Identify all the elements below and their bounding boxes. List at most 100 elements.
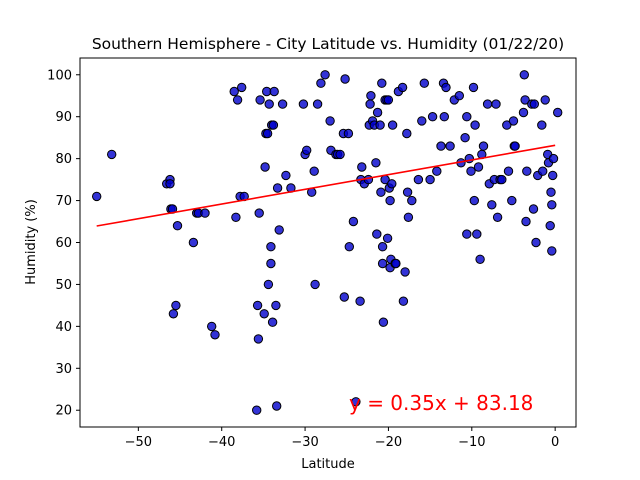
data-point [519,70,529,80]
data-point [548,153,559,164]
data-point [268,120,279,130]
data-point [232,95,243,105]
data-point [357,162,367,172]
data-point [403,212,414,223]
data-point [237,82,247,93]
data-point [441,82,451,93]
y-tick-label: 50 [55,278,72,293]
x-tick-label: 0 [551,435,559,450]
data-point [507,195,517,206]
data-point [229,86,239,97]
regression-equation: y = 0.35x + 83.18 [349,391,533,415]
data-point [521,216,531,227]
data-point [378,317,389,327]
data-point [171,300,181,311]
data-point [252,405,262,415]
y-tick-label: 80 [55,152,72,167]
data-point [165,179,175,189]
data-point [372,107,383,118]
data-point [271,300,281,311]
data-point [266,258,276,269]
data-point [546,187,556,197]
data-point [548,170,558,181]
data-point [547,200,557,210]
data-point [478,141,489,151]
data-point [538,166,548,176]
data-point [432,166,442,176]
data-point [492,212,503,223]
data-point [502,120,512,130]
x-axis-label: Latitude [301,457,355,472]
data-point [468,82,479,93]
data-point [508,116,519,126]
x-tick-label: −40 [208,435,235,450]
data-point [400,267,410,277]
data-point [377,258,388,269]
data-point [259,309,269,319]
data-point [383,95,394,105]
data-point [107,149,117,160]
data-point [445,141,455,151]
data-point [372,229,382,239]
data-point [200,208,210,218]
data-point [335,149,345,160]
data-point [469,195,479,206]
data-point [254,208,264,218]
data-point [272,183,283,193]
data-point [371,158,381,168]
data-point [252,300,263,311]
points-layer [92,70,563,415]
data-point [172,221,183,231]
plot-frame [79,57,577,428]
data-point [343,128,354,139]
data-point [454,91,464,101]
data-point [417,116,427,126]
data-point [274,225,284,235]
y-tick-label: 70 [55,194,72,209]
data-point [439,112,449,122]
y-tick-label: 90 [55,110,72,125]
data-point [397,82,408,93]
data-point [344,242,354,252]
data-point [547,246,557,256]
data-point [531,237,541,248]
data-point [475,254,485,264]
data-point [340,74,350,84]
data-point [92,191,102,202]
data-point [376,187,386,197]
data-point [272,401,282,411]
data-point [510,141,520,151]
x-tick-label: −30 [291,435,318,450]
data-point [402,187,413,197]
x-axis: −50 −40 −30 −20 −10 0 [125,427,559,450]
data-point [351,397,361,407]
data-point [503,166,514,176]
data-point [339,292,349,302]
data-point [325,116,335,126]
data-point [387,120,398,130]
data-point [487,200,497,210]
data-point [348,216,359,227]
data-point [427,112,438,122]
data-point [470,120,480,130]
data-point [264,99,274,109]
data-point [309,166,319,176]
data-point [382,233,393,244]
data-point [363,174,374,185]
data-point [255,95,265,105]
data-point [407,195,417,206]
data-point [312,99,323,109]
x-tick-label: −10 [458,435,485,450]
data-point [385,195,395,206]
y-axis-label: Humidity (%) [24,199,39,285]
data-point [263,279,274,290]
y-tick-label: 60 [55,236,72,251]
data-point [310,279,320,290]
data-point [387,179,397,189]
data-point [419,78,429,88]
data-point [377,242,388,252]
data-point [375,120,385,130]
data-point [355,296,365,306]
